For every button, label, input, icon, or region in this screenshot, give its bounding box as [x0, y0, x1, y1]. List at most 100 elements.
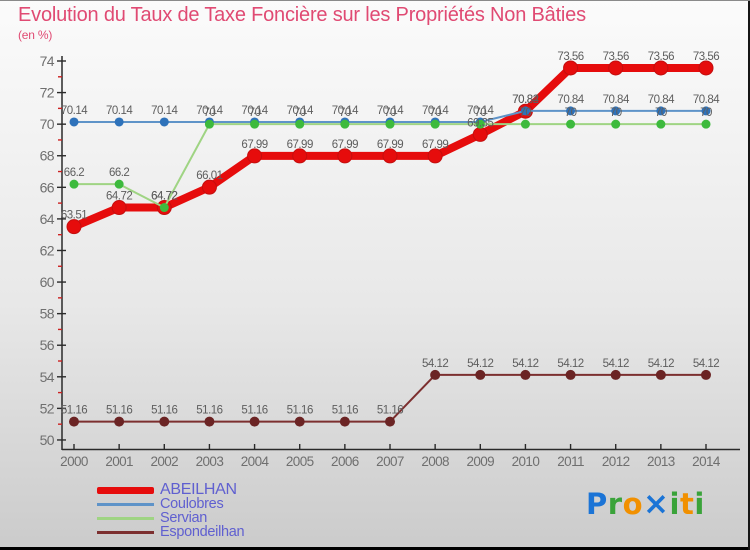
- data-point-servian: [114, 179, 124, 189]
- value-label-servian: 70: [339, 107, 351, 119]
- value-label-abeilhan: 67.99: [377, 139, 403, 151]
- legend-swatch-servian: [97, 516, 154, 520]
- data-point-espondeilhan: [655, 369, 666, 380]
- data-point-abeilhan: [608, 60, 624, 76]
- logo-letter: i: [669, 487, 680, 521]
- x-tick-label: 2002: [150, 454, 178, 469]
- value-label-coulobres: 70.14: [467, 105, 494, 117]
- x-tick-label: 2001: [105, 454, 133, 469]
- data-point-servian: [566, 119, 576, 129]
- legend-label-espondeilhan: Espondeilhan: [160, 524, 245, 540]
- data-point-espondeilhan: [475, 369, 486, 380]
- x-tick-label: 2007: [376, 454, 404, 469]
- legend-item-coulobres: Coulobres: [97, 497, 244, 511]
- x-tick-label: 2004: [241, 454, 270, 469]
- data-point-servian: [159, 203, 169, 213]
- value-label-abeilhan: 66.01: [196, 170, 222, 182]
- value-label-coulobres: 70.14: [151, 105, 178, 117]
- data-point-coulobres: [656, 106, 666, 116]
- x-tick-label: 2008: [421, 454, 449, 469]
- logo-x-icon: ×: [643, 486, 670, 522]
- y-tick-label: 62: [40, 242, 55, 258]
- value-label-servian: 70: [700, 107, 712, 119]
- data-point-servian: [475, 119, 485, 129]
- data-point-espondeilhan: [520, 369, 531, 380]
- y-tick-label: 72: [40, 85, 55, 101]
- y-tick-label: 66: [40, 179, 55, 195]
- value-label-servian: 70: [565, 107, 577, 119]
- value-label-espondeilhan: 51.16: [106, 405, 132, 417]
- value-label-espondeilhan: 51.16: [61, 405, 87, 417]
- value-label-servian: 70: [384, 107, 396, 119]
- data-point-abeilhan: [698, 60, 714, 76]
- data-point-abeilhan: [292, 148, 308, 164]
- value-label-abeilhan: 73.56: [603, 51, 629, 63]
- value-label-servian: 66.2: [109, 167, 129, 179]
- logo-letter: P: [586, 487, 608, 521]
- value-label-espondeilhan: 54.12: [512, 358, 538, 370]
- legend-item-espondeilhan: Espondeilhan: [97, 524, 245, 540]
- legend-label-servian: Servian: [160, 510, 208, 526]
- data-point-servian: [656, 119, 666, 129]
- proxiti-logo[interactable]: Pro×iti: [586, 486, 705, 522]
- y-tick-label: 74: [40, 53, 55, 69]
- value-label-abeilhan: 67.99: [241, 139, 267, 151]
- data-point-coulobres: [520, 106, 530, 116]
- logo-letter: o: [622, 487, 644, 521]
- value-label-servian: 70: [474, 107, 486, 119]
- value-label-coulobres: 70.14: [196, 105, 223, 117]
- value-label-espondeilhan: 54.12: [467, 358, 493, 370]
- data-point-espondeilhan: [339, 416, 350, 427]
- x-tick-label: 2009: [466, 454, 494, 469]
- data-point-abeilhan: [472, 126, 488, 142]
- data-point-espondeilhan: [159, 416, 170, 427]
- y-tick-label: 64: [40, 211, 55, 227]
- y-tick-label: 58: [40, 306, 55, 322]
- data-point-espondeilhan: [204, 416, 215, 427]
- x-tick-label: 2005: [286, 454, 314, 469]
- data-point-espondeilhan: [701, 369, 712, 380]
- value-label-espondeilhan: 54.12: [557, 358, 583, 370]
- x-tick-label: 2003: [196, 454, 224, 469]
- value-label-espondeilhan: 51.16: [196, 405, 222, 417]
- data-point-abeilhan: [653, 60, 669, 76]
- data-point-espondeilhan: [69, 416, 79, 427]
- value-label-abeilhan: 63.51: [61, 210, 87, 222]
- value-label-servian: 70: [520, 107, 532, 119]
- value-label-coulobres: 70.14: [332, 105, 359, 117]
- data-point-espondeilhan: [114, 416, 125, 427]
- value-label-espondeilhan: 54.12: [422, 358, 448, 370]
- value-label-abeilhan: 67.99: [287, 139, 313, 151]
- value-label-servian: 70: [610, 107, 622, 119]
- value-label-servian: 70: [249, 107, 261, 119]
- y-tick-label: 52: [40, 400, 55, 416]
- data-point-coulobres: [611, 106, 621, 116]
- value-label-coulobres: 70.14: [422, 105, 449, 117]
- legend-swatch-espondeilhan: [97, 530, 154, 534]
- value-label-abeilhan: 73.56: [557, 51, 583, 63]
- y-tick-label: 70: [40, 116, 55, 132]
- legend: ABEILHAN Coulobres Servian Espondeilhan: [97, 482, 245, 540]
- value-label-servian: 70: [204, 107, 216, 119]
- x-tick-label: 2014: [692, 454, 721, 469]
- value-label-servian: 70: [655, 107, 667, 119]
- data-point-coulobres: [159, 117, 169, 127]
- value-label-abeilhan: 70.82: [512, 94, 538, 106]
- data-point-espondeilhan: [249, 416, 260, 427]
- data-point-servian: [701, 119, 711, 129]
- data-point-servian: [611, 119, 621, 129]
- logo-letter: t: [679, 487, 695, 521]
- data-point-espondeilhan: [294, 416, 305, 427]
- legend-item-servian: Servian: [97, 511, 244, 525]
- data-point-abeilhan: [111, 200, 127, 216]
- y-tick-label: 60: [40, 274, 55, 290]
- value-label-espondeilhan: 51.16: [287, 405, 313, 417]
- value-label-espondeilhan: 54.12: [648, 358, 674, 370]
- value-label-coulobres: 70.84: [557, 94, 584, 106]
- data-point-servian: [204, 119, 214, 129]
- value-label-coulobres: 70.84: [693, 94, 720, 106]
- legend-label-coulobres: Coulobres: [160, 496, 224, 512]
- data-point-coulobres: [114, 117, 124, 127]
- value-label-coulobres: 70.14: [377, 105, 404, 117]
